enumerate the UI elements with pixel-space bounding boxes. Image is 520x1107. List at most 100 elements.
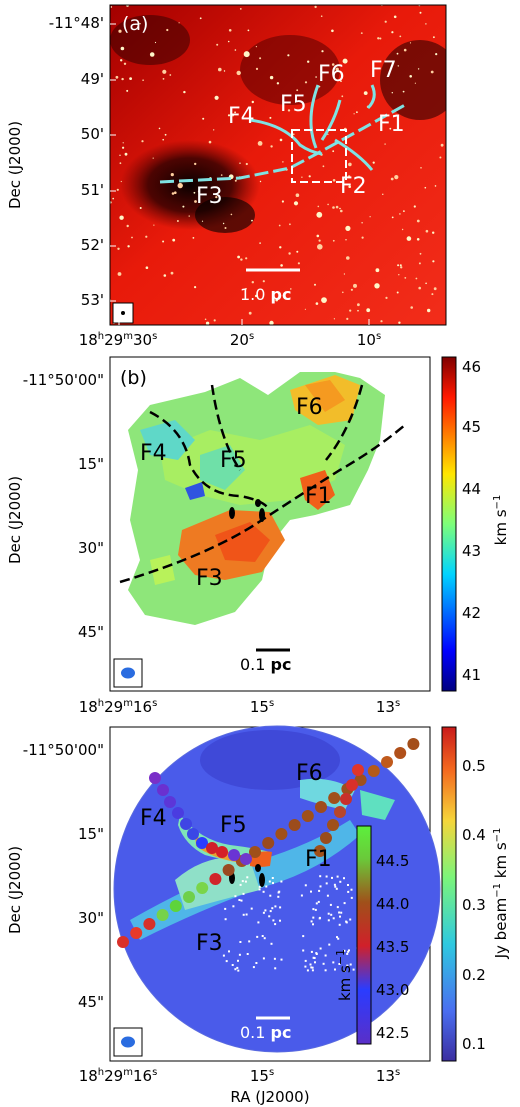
blank-pixel (232, 905, 235, 908)
blank-pixel (302, 935, 305, 938)
cb-b-tick-2: 44 (462, 480, 481, 498)
star-field (110, 5, 444, 325)
star (208, 140, 212, 144)
velocity-dot (262, 837, 275, 849)
blank-pixel (344, 969, 346, 972)
blank-pixel (309, 963, 312, 966)
label-c-f6: F6 (296, 761, 323, 786)
inset-colorbar-ticks: 44.5 44.0 43.5 43.0 42.5 (376, 852, 409, 1042)
beam-b (121, 667, 135, 679)
star (122, 142, 124, 144)
blank-pixel (339, 880, 342, 883)
star (288, 252, 291, 255)
velocity-dot (314, 845, 326, 857)
dark-lane (240, 35, 340, 105)
blank-pixel (318, 917, 321, 920)
star (316, 211, 323, 218)
star (176, 220, 179, 222)
star (331, 29, 334, 33)
star (280, 264, 283, 267)
blank-pixel (280, 880, 283, 883)
star (120, 59, 123, 62)
star (321, 297, 327, 303)
blank-pixel (246, 953, 249, 955)
blank-pixel (304, 965, 307, 968)
star (431, 293, 434, 296)
star (117, 272, 122, 276)
star (440, 143, 444, 147)
velocity-dot (249, 846, 261, 858)
star (417, 68, 420, 70)
skeleton-f7 (366, 84, 376, 110)
blank-pixel (334, 968, 336, 971)
star (342, 291, 344, 294)
star (227, 114, 231, 117)
panel-a-frame (109, 4, 447, 326)
dark-cloud-core (195, 197, 255, 233)
blank-pixel (335, 887, 338, 890)
star (347, 175, 351, 178)
star (401, 228, 404, 231)
inset-tick-2: 43.5 (376, 938, 409, 956)
star (434, 185, 437, 187)
star (234, 111, 237, 114)
blank-pixel (274, 905, 277, 908)
star (346, 256, 350, 260)
blank-pixel (240, 899, 243, 902)
blank-pixel (248, 940, 251, 943)
blank-pixel (306, 969, 309, 972)
label-f1: F1 (378, 112, 405, 137)
velocity-dot (117, 936, 129, 948)
panel-a: (a) F1 F2 F3 F4 F5 F6 F7 1.0 pc -11°48' … (6, 4, 447, 349)
blank-pixel (258, 888, 261, 891)
blank-pixel (304, 884, 307, 887)
star (259, 180, 262, 183)
star (346, 317, 349, 320)
star (247, 29, 250, 32)
blank-pixel (352, 968, 355, 971)
star (418, 286, 422, 290)
star (129, 77, 133, 80)
dark-lane-2 (380, 40, 446, 120)
panel-a-ra-ticks: 18h29m30s 20s 10s (79, 331, 381, 349)
star (145, 235, 148, 238)
star (315, 76, 317, 78)
velocity-dot (149, 772, 161, 784)
blank-pixel (273, 957, 276, 960)
star (409, 75, 413, 78)
blank-pixel (310, 966, 313, 969)
velocity-dot (183, 891, 195, 903)
star (402, 90, 405, 93)
blank-pixel (318, 889, 321, 892)
blank-pixel (261, 935, 264, 937)
star (332, 150, 335, 153)
blank-pixel (311, 966, 314, 969)
blank-pixel (324, 954, 327, 957)
beam-a (121, 311, 125, 315)
star (139, 23, 141, 25)
panel-b-label: (b) (120, 367, 147, 389)
star (424, 186, 427, 189)
skeleton-f3-f1 (159, 103, 406, 184)
star (287, 54, 290, 57)
blank-pixel (236, 966, 239, 969)
star (418, 262, 421, 265)
star (243, 51, 250, 58)
star (372, 161, 375, 164)
blank-pixel (264, 909, 267, 912)
skeleton-f5 (320, 99, 342, 141)
star (314, 283, 316, 286)
star (292, 133, 295, 136)
skeleton-b-f3-f1 (119, 424, 406, 584)
star (223, 70, 226, 72)
blank-pixel (312, 908, 315, 911)
star (377, 37, 380, 40)
star (420, 167, 422, 169)
velocity-dot (209, 873, 222, 885)
velocity-dot (394, 747, 407, 759)
star (251, 281, 254, 284)
label-f2: F2 (340, 174, 367, 199)
tick-a-dec-1: 49' (81, 70, 104, 88)
star (350, 288, 353, 291)
